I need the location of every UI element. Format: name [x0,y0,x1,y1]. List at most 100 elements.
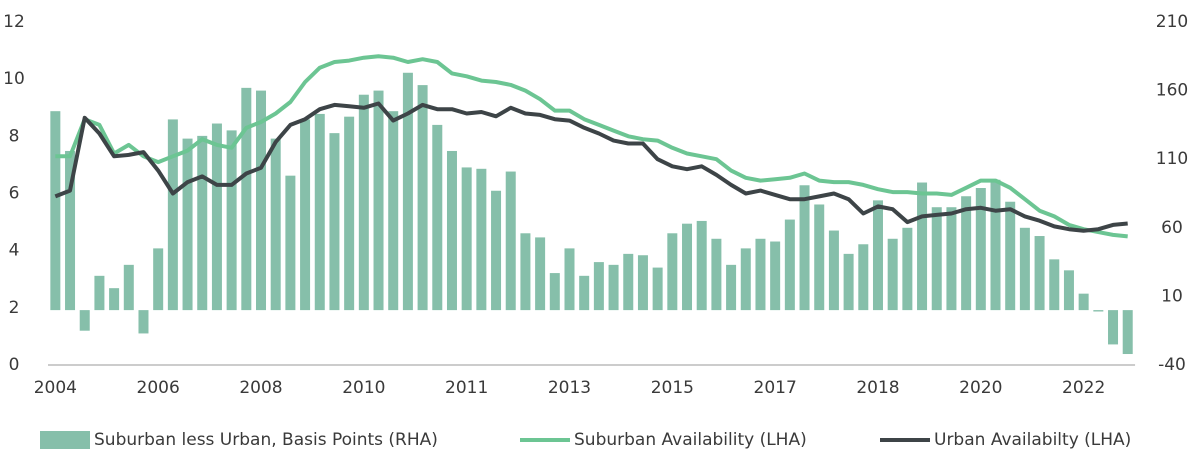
bar [828,230,839,311]
bar [858,244,869,311]
bar [740,248,751,311]
x-tick-label: 2018 [856,378,899,398]
bar [358,94,369,311]
bar [1019,227,1030,311]
bar [226,130,237,311]
bar [388,111,399,311]
bar [300,119,311,311]
bar [755,238,766,311]
bar [696,220,707,311]
bar [256,90,267,311]
bar [931,207,942,311]
bar [270,138,281,311]
bar [314,113,325,311]
bar [784,219,795,311]
bar [476,168,487,311]
bar [917,182,928,311]
bar [549,273,560,311]
x-tick-label: 2006 [137,378,180,398]
x-tick-label: 2004 [34,378,77,398]
bar [373,90,384,311]
bar [946,207,957,311]
bar [990,179,1001,311]
bar [344,116,355,311]
y2-tick-label: 60 [1161,218,1183,238]
line [54,101,1128,233]
bar [637,255,648,311]
y2-tick-label: 160 [1156,81,1188,101]
y-tick-label: 8 [9,126,20,146]
y2-tick-label: -40 [1158,355,1186,375]
legend-label: Suburban Availability (LHA) [574,430,807,450]
bar [432,124,443,311]
y2-tick-label: 110 [1156,149,1188,169]
bar [843,253,854,311]
bar [799,185,810,311]
x-tick-label: 2020 [959,378,1002,398]
bar [1034,236,1045,311]
bar [241,87,252,311]
bar [520,233,531,311]
x-tick-label: 2010 [342,378,385,398]
bar [79,310,90,331]
bar [461,167,472,311]
y-tick-label: 4 [9,241,20,261]
bar [182,138,193,311]
bar [726,264,737,311]
bar [138,310,149,334]
legend-swatch [40,431,90,449]
bar [50,111,61,311]
bar [579,275,590,311]
bar [505,171,516,311]
x-tick-label: 2008 [239,378,282,398]
bar [65,150,76,311]
y-tick-label: 2 [9,298,20,318]
bar [153,248,164,311]
bar [902,227,913,311]
bar [872,200,883,311]
y-tick-label: 10 [3,69,25,89]
bar [770,241,781,311]
bar [535,237,546,311]
bar [446,150,457,311]
line [55,54,1128,239]
bar [109,288,120,311]
bar [814,204,825,311]
bar [417,85,428,311]
legend-label: Suburban less Urban, Basis Points (RHA) [94,430,438,450]
bar [623,253,634,311]
bar [1108,310,1119,345]
bar [593,262,604,311]
bar [711,238,722,311]
y2-tick-label: 210 [1156,12,1188,32]
bar [402,72,413,311]
y-tick-label: 12 [3,12,25,32]
bar [682,223,693,311]
bar [1005,201,1016,311]
y-tick-label: 6 [9,184,20,204]
x-tick-label: 2013 [548,378,591,398]
x-tick-label: 2015 [651,378,694,398]
bar [167,119,178,311]
bar [608,264,619,311]
bar [975,188,986,311]
bar [123,264,134,311]
bar [285,175,296,311]
bar [652,267,663,311]
bar [197,135,208,311]
bar [1063,270,1074,311]
y2-tick-label: 10 [1161,286,1183,306]
x-tick-label: 2011 [445,378,488,398]
bar [564,248,575,311]
bar [1078,293,1089,311]
bar [961,196,972,311]
x-tick-label: 2017 [754,378,797,398]
bar [1093,310,1104,312]
bar [667,233,678,311]
bar [1049,259,1060,311]
bar [491,190,502,311]
bar [887,238,898,311]
bar [211,123,222,311]
bar [94,275,105,311]
